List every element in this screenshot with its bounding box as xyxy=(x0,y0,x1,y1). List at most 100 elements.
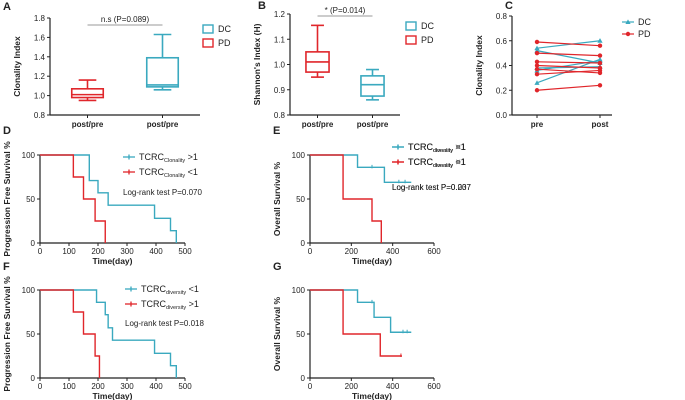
legend-name: TCRC xyxy=(408,142,433,152)
box-iqr xyxy=(360,75,385,97)
significance-annotation: * (P=0.014) xyxy=(325,6,366,15)
y-tick-label: 100 xyxy=(22,151,36,160)
legend-swatch xyxy=(202,24,214,34)
legend-threshold: >1 xyxy=(186,299,199,309)
logrank-annotation: Log-rank test P=0.237 xyxy=(392,183,471,192)
km-step-line xyxy=(40,154,106,243)
y-tick-label: 0.8 xyxy=(34,111,46,120)
legend-label: TCRCClonality >1 xyxy=(139,152,198,164)
y-tick-label: 100 xyxy=(292,151,306,160)
survival-curve-pd xyxy=(310,289,402,357)
point-circle xyxy=(534,67,540,72)
x-tick-label: 400 xyxy=(386,382,400,391)
legend-name: TCRC xyxy=(139,152,164,162)
survival-curve-dc xyxy=(310,289,412,334)
x-axis-title: Time(day) xyxy=(93,391,133,400)
logrank-annotation: Log-rank test P=0.018 xyxy=(125,319,204,328)
km-step-line xyxy=(310,289,412,333)
panel-E: E 0 50 100 Overall Survival % 0 200 400 600 Time(… xyxy=(272,125,471,266)
y-tick-label: 100 xyxy=(292,286,306,295)
y-tick-label: 0.2 xyxy=(496,86,508,95)
y-tick-label: 0 xyxy=(301,239,306,248)
x-tick-label: pre xyxy=(531,120,544,129)
panel-label: A xyxy=(3,1,11,13)
y-axis-title: Clonality Index xyxy=(12,36,22,97)
legend-subscript: diversity xyxy=(433,148,453,154)
legend-label: DC xyxy=(421,21,434,31)
y-axis-title: Overall Survival % xyxy=(272,161,282,236)
pair-line xyxy=(536,66,601,69)
legend-subscript: diversity xyxy=(433,163,453,169)
legend-marker xyxy=(625,31,631,37)
y-axis-title: Shannon's Index (H) xyxy=(252,23,262,105)
y-tick-label: 1.0 xyxy=(34,92,46,101)
x-tick-label: 100 xyxy=(62,247,76,256)
km-step-line xyxy=(310,289,402,357)
legend-threshold: <1 xyxy=(186,284,199,294)
legend-label: TCRCclonality >1 xyxy=(408,142,466,154)
legend-label: TCRCdiversity <1 xyxy=(141,284,199,296)
legend-threshold: <1 xyxy=(453,157,466,167)
x-tick-label: 500 xyxy=(178,382,192,391)
survival-curve-dc xyxy=(310,154,412,184)
legend-threshold: <1 xyxy=(453,142,466,152)
legend-label: TCRCclonality <1 xyxy=(408,157,466,169)
point-circle xyxy=(597,43,603,48)
x-tick-label: 0 xyxy=(38,382,43,391)
significance-annotation: n.s (P=0.089) xyxy=(101,15,150,24)
point-circle xyxy=(534,59,540,64)
x-tick-label: 400 xyxy=(149,247,163,256)
panel-D: D 0 50 100 Progression Free Survival % 0 100 20… xyxy=(2,125,202,266)
panel-A: A 0.8 1.0 1.2 1.4 1.6 1.8 Clonality Index post/p… xyxy=(3,1,231,129)
y-tick-label: 0.0 xyxy=(496,111,508,120)
y-tick-label: 50 xyxy=(296,195,305,204)
y-tick-label: 1.4 xyxy=(34,53,46,62)
x-tick-label: 0 xyxy=(38,247,43,256)
pair-line xyxy=(536,68,601,74)
point-circle xyxy=(597,53,603,58)
point-triangle xyxy=(597,38,603,43)
panel-C: C 0.0 0.2 0.4 0.6 0.8 Clonality Index pre post DC… xyxy=(474,0,651,129)
y-tick-label: 1.2 xyxy=(274,10,286,19)
legend-swatch xyxy=(405,21,417,31)
series-pd xyxy=(534,39,603,93)
point-circle xyxy=(534,71,540,77)
y-tick-label: 0 xyxy=(301,374,306,383)
legend-label: TCRCdiversity >1 xyxy=(141,299,199,311)
x-tick-label: 0 xyxy=(308,382,313,391)
panel-label: G xyxy=(273,261,282,273)
y-tick-label: 1.1 xyxy=(274,35,286,44)
survival-curve-pd xyxy=(310,154,382,243)
km-step-line xyxy=(310,154,412,183)
x-tick-label: 300 xyxy=(120,382,134,391)
panel-label: E xyxy=(273,125,280,137)
survival-curve-dc xyxy=(40,154,178,243)
y-axis-title: Clonality Index xyxy=(474,35,484,96)
x-tick-label: 0 xyxy=(308,247,313,256)
point-triangle xyxy=(534,45,540,51)
y-tick-label: 1.0 xyxy=(274,61,286,70)
legend-subscript: clonality xyxy=(433,148,453,154)
survival-curve-dc xyxy=(40,289,178,378)
y-tick-label: 0.4 xyxy=(496,62,508,71)
x-tick-label: 200 xyxy=(345,247,359,256)
x-tick-label: post xyxy=(592,120,609,129)
point-circle xyxy=(597,68,603,73)
x-tick-label: 200 xyxy=(91,247,105,256)
legend-name: TCRC xyxy=(139,167,164,177)
box-pd xyxy=(70,79,105,102)
point-triangle xyxy=(534,80,540,85)
box-pd xyxy=(305,24,330,78)
y-tick-label: 1.8 xyxy=(34,14,46,23)
panel-label: C xyxy=(505,0,513,12)
x-axis-title: Time(day) xyxy=(352,391,392,400)
y-tick-label: 50 xyxy=(296,330,305,339)
legend-threshold: >1 xyxy=(185,152,198,162)
legend-label: DC xyxy=(638,17,651,27)
legend-name: TCRC xyxy=(408,157,433,167)
box-dc xyxy=(360,68,385,101)
pair-line xyxy=(536,69,601,75)
panel-F: F 0 50 100 Progression Free Survival % 0 100 20… xyxy=(2,261,204,400)
legend-label: PD xyxy=(218,38,231,48)
